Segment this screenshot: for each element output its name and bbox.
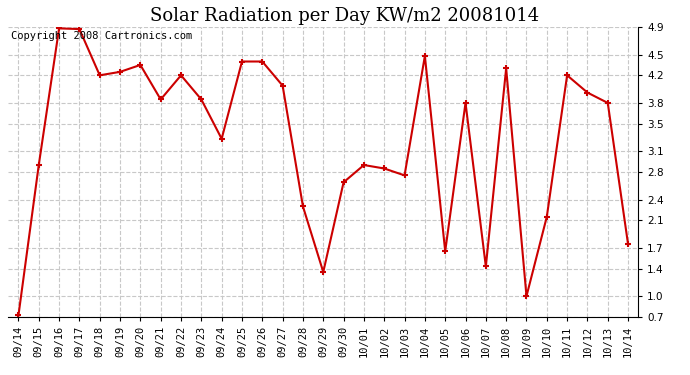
Text: Copyright 2008 Cartronics.com: Copyright 2008 Cartronics.com — [12, 32, 193, 41]
Text: Solar Radiation per Day KW/m2 20081014: Solar Radiation per Day KW/m2 20081014 — [150, 7, 540, 25]
